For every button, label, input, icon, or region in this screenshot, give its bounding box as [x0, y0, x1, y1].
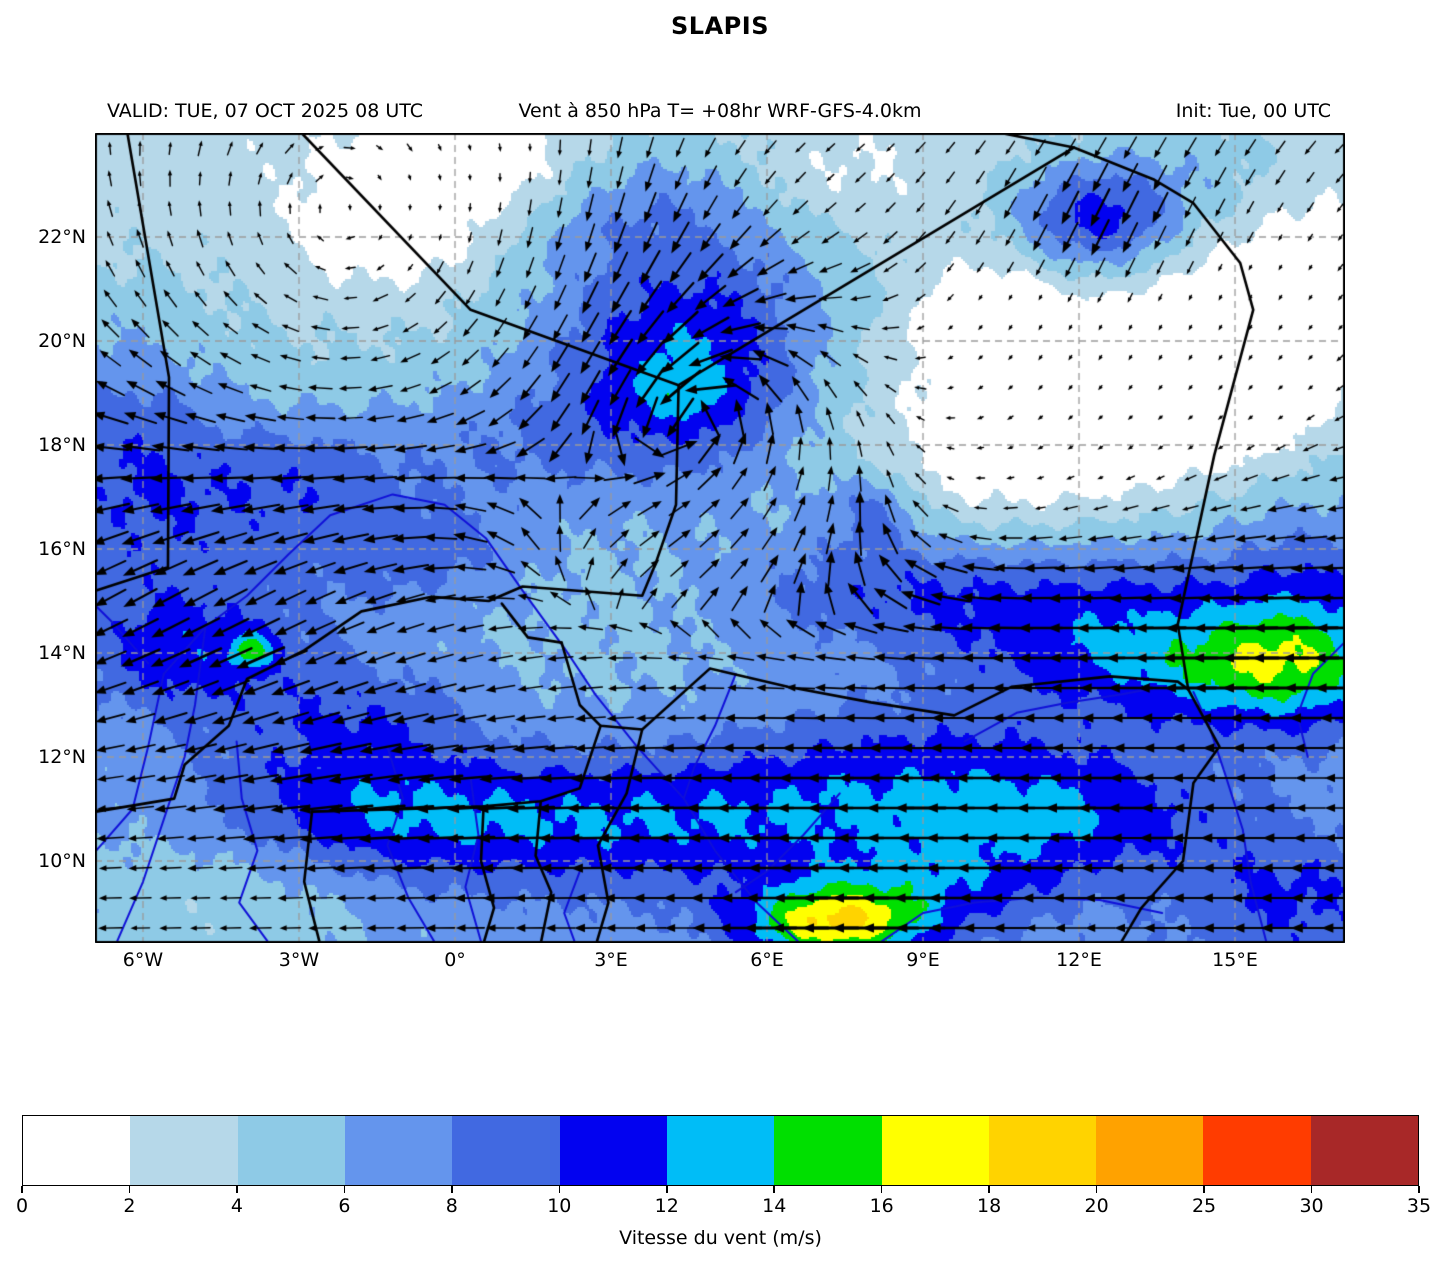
colorbar-tick — [451, 1186, 453, 1193]
init-time-label: Init: Tue, 00 UTC — [1175, 100, 1331, 122]
wind-map-canvas — [95, 133, 1345, 943]
colorbar-segment-14-16 — [774, 1116, 882, 1185]
colorbar-tick-label: 2 — [123, 1195, 136, 1217]
colorbar-segment-25-30 — [1203, 1116, 1311, 1185]
colorbar-tick — [988, 1186, 990, 1193]
colorbar-tick-label: 12 — [654, 1195, 679, 1217]
colorbar-tick-label: 16 — [869, 1195, 894, 1217]
colorbar-tick-label: 20 — [1084, 1195, 1109, 1217]
colorbar-tick-label: 14 — [762, 1195, 787, 1217]
colorbar-segment-12-14 — [666, 1116, 775, 1185]
colorbar-segment-18-20 — [988, 1116, 1097, 1185]
lon-tick-label: 0° — [444, 949, 466, 971]
colorbar-segment-10-12 — [559, 1116, 667, 1185]
lat-tick-label: 18°N — [38, 433, 86, 456]
colorbar-tick — [21, 1186, 23, 1193]
lon-tick-label: 15°E — [1212, 949, 1258, 971]
page-title: SLAPIS — [671, 12, 769, 40]
lon-tick-label: 6°E — [750, 949, 784, 971]
lat-tick-label: 20°N — [38, 329, 86, 352]
colorbar-tick-label: 35 — [1406, 1195, 1432, 1217]
lon-tick-label: 3°W — [278, 949, 320, 971]
colorbar-tick — [1310, 1186, 1313, 1193]
lon-tick-label: 9°E — [906, 949, 940, 971]
lat-tick-label: 14°N — [38, 641, 86, 664]
colorbar-tick-label: 10 — [547, 1195, 572, 1217]
colorbar-title: Vitesse du vent (m/s) — [619, 1227, 822, 1249]
colorbar-tick-label: 8 — [445, 1195, 458, 1217]
colorbar-tick-label: 25 — [1191, 1195, 1217, 1217]
colorbar-tick — [880, 1186, 883, 1193]
colorbar-tick — [1418, 1186, 1420, 1193]
valid-time-label: VALID: TUE, 07 OCT 2025 08 UTC — [107, 100, 423, 122]
colorbar-tick-label: 30 — [1299, 1195, 1324, 1217]
colorbar-segment-4-6 — [237, 1116, 345, 1185]
colorbar-segment-2-4 — [130, 1116, 238, 1185]
variable-title: Vent à 850 hPa T= +08hr WRF-GFS-4.0km — [518, 100, 922, 122]
colorbar — [22, 1115, 1419, 1186]
lat-tick-label: 12°N — [38, 745, 86, 768]
colorbar-tick — [1095, 1186, 1098, 1193]
colorbar-segment-6-8 — [344, 1116, 453, 1185]
colorbar-tick-label: 4 — [230, 1195, 243, 1217]
colorbar-segment-0-2 — [23, 1116, 131, 1185]
colorbar-segment-20-25 — [1096, 1116, 1204, 1185]
colorbar-tick-label: 18 — [977, 1195, 1002, 1217]
lon-tick-label: 12°E — [1056, 949, 1102, 971]
lat-tick-label: 16°N — [38, 537, 86, 560]
colorbar-tick — [1203, 1186, 1205, 1193]
colorbar-tick — [665, 1186, 668, 1193]
colorbar-tick-label: 6 — [338, 1195, 351, 1217]
colorbar-tick-label: 0 — [15, 1195, 29, 1217]
colorbar-segment-8-10 — [452, 1116, 560, 1185]
colorbar-tick — [128, 1186, 131, 1193]
lon-tick-label: 3°E — [594, 949, 628, 971]
lat-tick-label: 22°N — [38, 225, 86, 248]
colorbar-tick — [558, 1186, 561, 1193]
colorbar-segment-30-35 — [1310, 1116, 1419, 1185]
colorbar-tick — [773, 1186, 776, 1193]
subtitle-row: Vent à 850 hPa T= +08hr WRF-GFS-4.0km VA… — [95, 100, 1345, 128]
colorbar-tick — [236, 1186, 238, 1193]
colorbar-segment-16-18 — [881, 1116, 989, 1185]
colorbar-tick — [343, 1186, 346, 1193]
lat-tick-label: 10°N — [38, 849, 86, 872]
lon-tick-label: 6°W — [122, 949, 164, 971]
